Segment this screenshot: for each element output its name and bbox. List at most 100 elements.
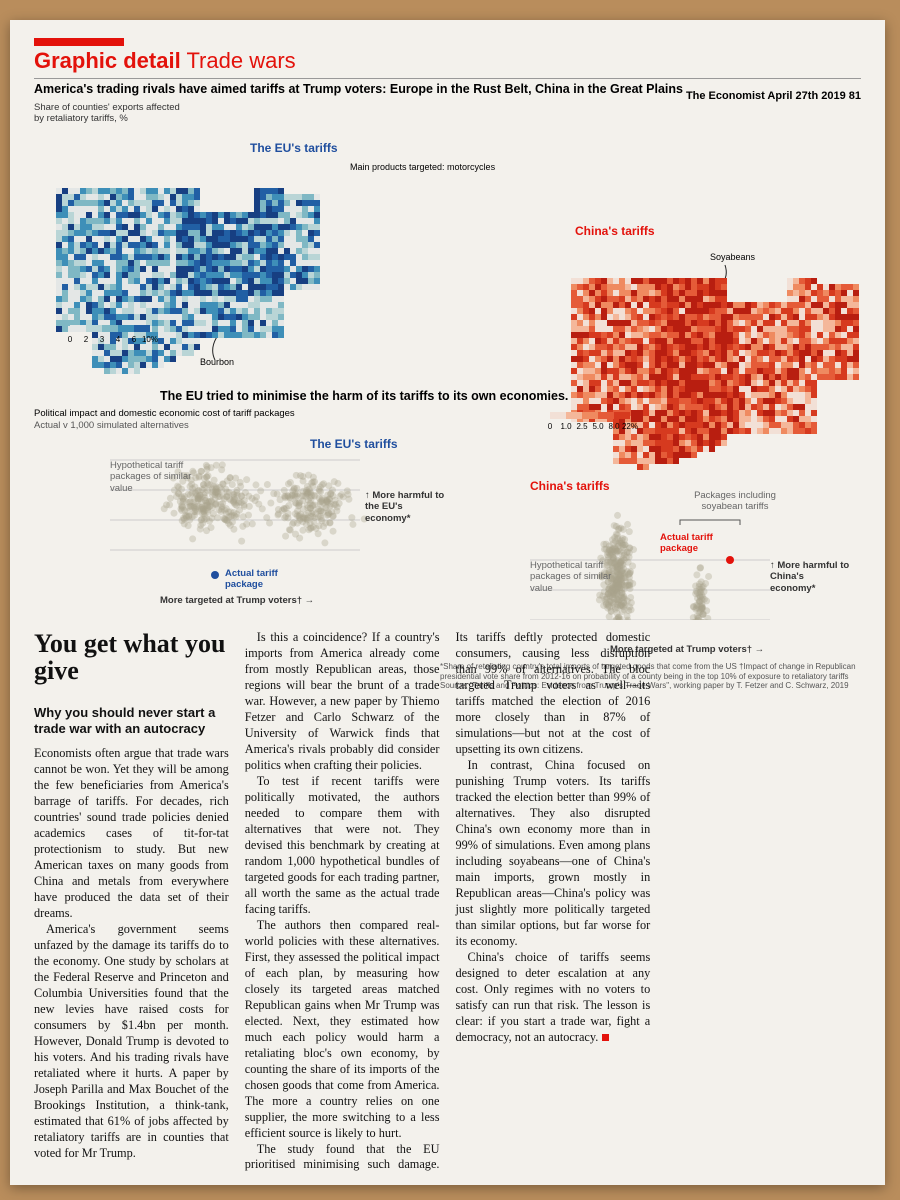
county-cell	[128, 290, 134, 296]
paragraph: The study found that the EU prioritised …	[245, 630, 651, 1180]
county-cell	[631, 338, 637, 344]
county-cell	[104, 332, 110, 338]
county-cell	[188, 242, 194, 248]
simulated-package	[280, 486, 288, 494]
county-cell	[62, 314, 68, 320]
county-cell	[661, 434, 667, 440]
county-cell	[769, 308, 775, 314]
county-cell	[278, 188, 284, 194]
simulated-package	[174, 482, 182, 490]
county-cell	[757, 338, 763, 344]
simulated-package	[616, 547, 624, 555]
county-cell	[80, 236, 86, 242]
county-cell	[296, 254, 302, 260]
county-cell	[278, 320, 284, 326]
county-cell	[571, 332, 577, 338]
county-cell	[128, 272, 134, 278]
county-cell	[673, 368, 679, 374]
county-cell	[296, 200, 302, 206]
simulated-package	[178, 517, 186, 525]
county-cell	[577, 344, 583, 350]
simulated-package	[314, 513, 322, 521]
county-cell	[152, 362, 158, 368]
county-cell	[727, 332, 733, 338]
county-cell	[667, 392, 673, 398]
county-cell	[577, 386, 583, 392]
simulated-package	[627, 599, 635, 607]
simulated-package	[316, 512, 324, 520]
county-cell	[721, 428, 727, 434]
county-cell	[92, 350, 98, 356]
county-cell	[745, 386, 751, 392]
simulated-package	[237, 499, 245, 507]
county-cell	[278, 290, 284, 296]
county-cell	[260, 332, 266, 338]
county-cell	[811, 404, 817, 410]
county-cell	[122, 242, 128, 248]
county-cell	[673, 380, 679, 386]
county-cell	[733, 374, 739, 380]
county-cell	[92, 272, 98, 278]
county-cell	[811, 320, 817, 326]
simulated-package	[617, 601, 625, 609]
county-cell	[122, 194, 128, 200]
county-cell	[835, 344, 841, 350]
simulated-package	[230, 499, 238, 507]
county-cell	[110, 266, 116, 272]
county-cell	[74, 224, 80, 230]
county-cell	[272, 242, 278, 248]
county-cell	[116, 284, 122, 290]
simulated-package	[321, 539, 329, 547]
county-cell	[56, 284, 62, 290]
county-cell	[673, 344, 679, 350]
county-cell	[721, 374, 727, 380]
county-cell	[152, 296, 158, 302]
county-cell	[673, 398, 679, 404]
county-cell	[817, 308, 823, 314]
county-cell	[775, 416, 781, 422]
simulated-package	[692, 590, 700, 598]
simulated-package	[618, 579, 626, 587]
county-cell	[685, 314, 691, 320]
county-cell	[631, 326, 637, 332]
county-cell	[685, 356, 691, 362]
county-cell	[637, 284, 643, 290]
county-cell	[763, 308, 769, 314]
county-cell	[170, 248, 176, 254]
simulated-package	[180, 515, 188, 523]
county-cell	[637, 380, 643, 386]
simulated-package	[178, 504, 186, 512]
simulated-package	[317, 515, 325, 523]
county-cell	[811, 374, 817, 380]
county-cell	[182, 350, 188, 356]
county-cell	[793, 344, 799, 350]
simulated-package	[202, 501, 210, 509]
legend-swatch	[598, 412, 614, 419]
county-cell	[212, 320, 218, 326]
county-cell	[278, 296, 284, 302]
county-cell	[793, 374, 799, 380]
simulated-package	[218, 486, 226, 494]
simulated-package	[183, 472, 191, 480]
county-cell	[613, 332, 619, 338]
county-cell	[218, 266, 224, 272]
paragraph-text: Economists often argue that trade wars c…	[34, 746, 229, 921]
simulated-package	[229, 490, 237, 498]
simulated-package	[612, 545, 620, 553]
county-cell	[68, 242, 74, 248]
county-cell	[655, 416, 661, 422]
county-cell	[284, 212, 290, 218]
county-cell	[649, 434, 655, 440]
county-cell	[703, 422, 709, 428]
simulated-package	[296, 516, 304, 524]
county-cell	[751, 356, 757, 362]
simulated-package	[225, 519, 233, 527]
county-cell	[188, 278, 194, 284]
county-cell	[218, 224, 224, 230]
simulated-package	[705, 572, 713, 580]
county-cell	[847, 308, 853, 314]
simulated-package	[204, 501, 212, 509]
simulated-package	[602, 570, 610, 578]
county-cell	[218, 212, 224, 218]
simulated-package	[613, 547, 621, 555]
